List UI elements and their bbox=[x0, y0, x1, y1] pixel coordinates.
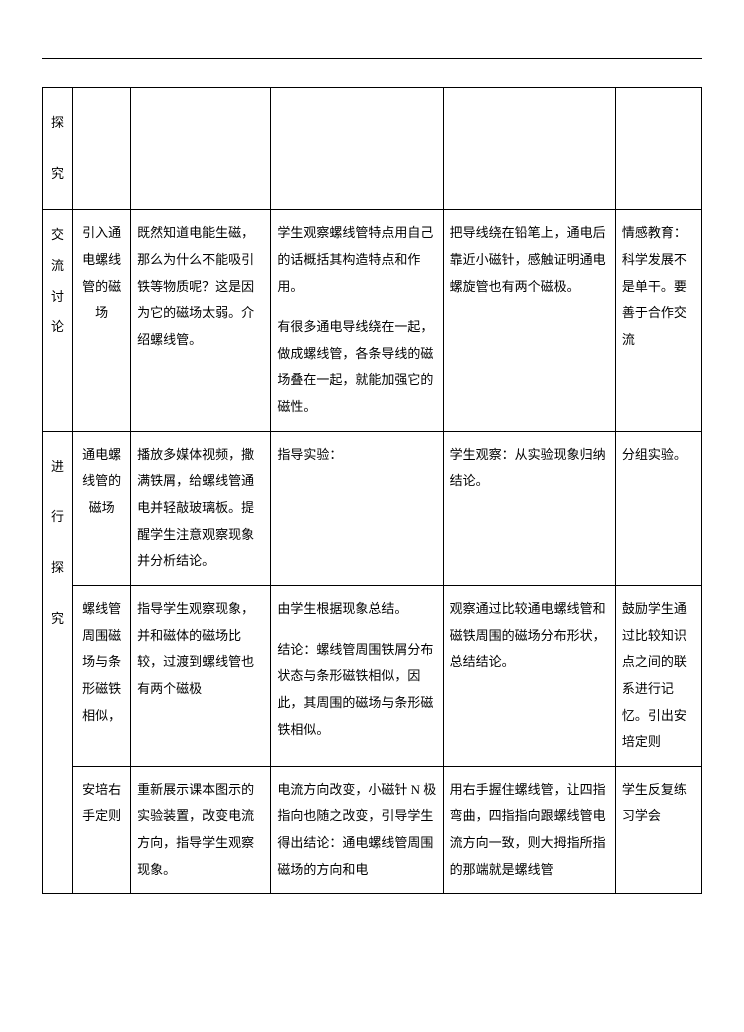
intent-cell: 分组实验。 bbox=[615, 431, 701, 585]
cell-text: 结论：螺线管周围铁屑分布状态与条形磁铁相似，因此，其周围的磁场与条形磁铁相似。 bbox=[277, 637, 436, 744]
char: 探 bbox=[51, 555, 64, 582]
stage-cell: 交 流 讨 论 bbox=[43, 210, 73, 431]
char: 究 bbox=[51, 161, 64, 188]
cell-text: 通电螺线管的磁场 bbox=[82, 447, 121, 515]
page: 探 究 交 流 讨 论 bbox=[0, 0, 744, 1032]
char: 流 bbox=[51, 253, 64, 280]
cell-text: 电流方向改变，小磁针 N 极指向也随之改变，引导学生得出结论：通电螺线管周围磁场… bbox=[277, 782, 436, 877]
char: 进 bbox=[51, 454, 64, 481]
guide-cell bbox=[271, 88, 443, 210]
table-row: 螺线管周围磁场与条形磁铁相似， 指导学生观察现象，并和磁体的磁场比较，过渡到螺线… bbox=[43, 585, 702, 766]
stage-cell: 进 行 探 究 bbox=[43, 431, 73, 894]
topic-cell: 安培右手定则 bbox=[73, 766, 131, 894]
intent-cell: 鼓励学生通过比较知识点之间的联系进行记忆。引出安培定则 bbox=[615, 585, 701, 766]
cell-text: 引入通电螺线管的磁场 bbox=[82, 225, 121, 320]
char: 交 bbox=[51, 222, 64, 249]
table-row: 安培右手定则 重新展示课本图示的实验装置，改变电流方向，指导学生观察现象。 电流… bbox=[43, 766, 702, 894]
cell-text: 学生反复练习学会 bbox=[622, 782, 687, 824]
cell-text: 用右手握住螺线管，让四指弯曲，四指指向跟螺线管电流方向一致，则大拇指所指的那端就… bbox=[450, 782, 606, 877]
char: 讨 bbox=[51, 284, 64, 311]
cell-text: 指导学生观察现象，并和磁体的磁场比较，过渡到螺线管也有两个磁极 bbox=[137, 601, 254, 696]
intent-cell bbox=[615, 88, 701, 210]
char: 究 bbox=[51, 606, 64, 633]
topic-cell: 螺线管周围磁场与条形磁铁相似， bbox=[73, 585, 131, 766]
lesson-table: 探 究 交 流 讨 论 bbox=[42, 87, 702, 894]
student-cell bbox=[443, 88, 615, 210]
student-cell: 把导线绕在铅笔上，通电后靠近小磁针，感触证明通电螺旋管也有两个磁极。 bbox=[443, 210, 615, 431]
cell-text: 有很多通电导线绕在一起，做成螺线管，各条导线的磁场叠在一起，就能加强它的磁性。 bbox=[277, 314, 436, 421]
topic-cell bbox=[73, 88, 131, 210]
char: 探 bbox=[51, 110, 64, 137]
cell-text: 情感教育：科学发展不是单干。要善于合作交流 bbox=[622, 225, 687, 347]
guide-cell: 学生观察螺线管特点用自己的话概括其构造特点和作用。 有很多通电导线绕在一起，做成… bbox=[271, 210, 443, 431]
teacher-cell: 重新展示课本图示的实验装置，改变电流方向，指导学生观察现象。 bbox=[131, 766, 271, 894]
char: 行 bbox=[51, 504, 64, 531]
topic-cell: 引入通电螺线管的磁场 bbox=[73, 210, 131, 431]
cell-text: 鼓励学生通过比较知识点之间的联系进行记忆。引出安培定则 bbox=[622, 601, 687, 749]
intent-cell: 学生反复练习学会 bbox=[615, 766, 701, 894]
topic-cell: 通电螺线管的磁场 bbox=[73, 431, 131, 585]
cell-text: 由学生根据现象总结。 bbox=[277, 596, 436, 623]
cell-text: 安培右手定则 bbox=[82, 782, 121, 824]
cell-text: 观察通过比较通电螺线管和磁铁周围的磁场分布形状，总结结论。 bbox=[450, 601, 606, 669]
cell-text: 把导线绕在铅笔上，通电后靠近小磁针，感触证明通电螺旋管也有两个磁极。 bbox=[450, 225, 606, 293]
guide-cell: 由学生根据现象总结。 结论：螺线管周围铁屑分布状态与条形磁铁相似，因此，其周围的… bbox=[271, 585, 443, 766]
student-cell: 学生观察：从实验现象归纳结论。 bbox=[443, 431, 615, 585]
vertical-label: 交 流 讨 论 bbox=[49, 220, 66, 343]
cell-text: 学生观察螺线管特点用自己的话概括其构造特点和作用。 bbox=[277, 220, 436, 300]
table-row: 交 流 讨 论 引入通电螺线管的磁场 既然知道电能生磁，那么为什么不能吸引铁等物… bbox=[43, 210, 702, 431]
vertical-label: 进 行 探 究 bbox=[49, 442, 66, 645]
student-cell: 用右手握住螺线管，让四指弯曲，四指指向跟螺线管电流方向一致，则大拇指所指的那端就… bbox=[443, 766, 615, 894]
top-hr bbox=[42, 58, 702, 59]
intent-cell: 情感教育：科学发展不是单干。要善于合作交流 bbox=[615, 210, 701, 431]
cell-text: 指导实验： bbox=[277, 447, 342, 462]
cell-text: 螺线管周围磁场与条形磁铁相似， bbox=[82, 601, 121, 723]
vertical-label: 探 究 bbox=[49, 98, 66, 199]
teacher-cell bbox=[131, 88, 271, 210]
cell-text: 学生观察：从实验现象归纳结论。 bbox=[450, 447, 606, 489]
cell-text: 播放多媒体视频，撒满铁屑，给螺线管通电并轻敲玻璃板。提醒学生注意观察现象并分析结… bbox=[137, 447, 254, 569]
char: 论 bbox=[51, 314, 64, 341]
cell-text: 重新展示课本图示的实验装置，改变电流方向，指导学生观察现象。 bbox=[137, 782, 254, 877]
student-cell: 观察通过比较通电螺线管和磁铁周围的磁场分布形状，总结结论。 bbox=[443, 585, 615, 766]
teacher-cell: 播放多媒体视频，撒满铁屑，给螺线管通电并轻敲玻璃板。提醒学生注意观察现象并分析结… bbox=[131, 431, 271, 585]
guide-cell: 指导实验： bbox=[271, 431, 443, 585]
cell-text: 既然知道电能生磁，那么为什么不能吸引铁等物质呢？这是因为它的磁场太弱。介绍螺线管… bbox=[137, 225, 254, 347]
guide-cell: 电流方向改变，小磁针 N 极指向也随之改变，引导学生得出结论：通电螺线管周围磁场… bbox=[271, 766, 443, 894]
stage-cell: 探 究 bbox=[43, 88, 73, 210]
teacher-cell: 指导学生观察现象，并和磁体的磁场比较，过渡到螺线管也有两个磁极 bbox=[131, 585, 271, 766]
cell-text: 分组实验。 bbox=[622, 447, 687, 462]
table-row: 探 究 bbox=[43, 88, 702, 210]
teacher-cell: 既然知道电能生磁，那么为什么不能吸引铁等物质呢？这是因为它的磁场太弱。介绍螺线管… bbox=[131, 210, 271, 431]
table-row: 进 行 探 究 通电螺线管的磁场 播放多媒体视频，撒满铁屑，给螺线管通电并轻敲玻… bbox=[43, 431, 702, 585]
